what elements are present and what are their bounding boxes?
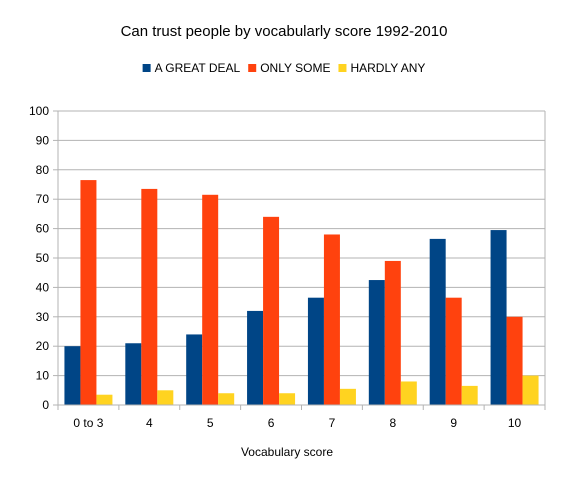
- legend-label: ONLY SOME: [260, 61, 330, 75]
- bar-only-some: [263, 216, 280, 405]
- bar-hardly-any: [96, 394, 113, 405]
- x-tick-label: 7: [329, 416, 336, 430]
- bar-only-some: [141, 188, 158, 405]
- y-tick-label: 70: [36, 192, 50, 206]
- bar-only-some: [323, 234, 340, 405]
- x-tick-label: 6: [268, 416, 275, 430]
- chart-title: Can trust people by vocabularly score 19…: [121, 23, 448, 40]
- bar-hardly-any: [339, 388, 356, 405]
- bar-only-some: [445, 297, 462, 405]
- bar-a-great-deal: [125, 343, 142, 405]
- legend-swatch: [248, 64, 257, 72]
- y-tick-label: 100: [29, 104, 49, 118]
- x-tick-label: 8: [389, 416, 396, 430]
- legend: A GREAT DEAL ONLY SOME HARDLY ANY: [142, 61, 425, 75]
- x-axis-ticks: 0 to 3 4 5 6 7 8 9 10: [57, 405, 546, 430]
- x-axis-label: Vocabulary score: [241, 445, 333, 459]
- legend-label: HARDLY ANY: [350, 61, 425, 75]
- legend-swatch: [338, 64, 347, 72]
- bar-hardly-any: [157, 390, 174, 405]
- y-tick-label: 40: [36, 280, 50, 294]
- y-tick-label: 20: [36, 339, 50, 353]
- y-tick-label: 80: [36, 163, 50, 177]
- bar-a-great-deal: [64, 346, 81, 405]
- bar-a-great-deal: [429, 238, 446, 405]
- y-tick-label: 30: [36, 310, 50, 324]
- bar-only-some: [202, 194, 219, 405]
- bar-hardly-any: [461, 385, 478, 405]
- bar-only-some: [384, 260, 401, 405]
- bar-hardly-any: [218, 393, 235, 405]
- bar-a-great-deal: [368, 280, 385, 405]
- bar-only-some: [80, 180, 97, 405]
- legend-item: ONLY SOME: [248, 61, 330, 75]
- legend-item: A GREAT DEAL: [142, 61, 241, 75]
- y-tick-label: 90: [36, 133, 50, 147]
- bar-a-great-deal: [490, 230, 507, 405]
- x-tick-label: 10: [508, 416, 522, 430]
- bars: [64, 180, 539, 405]
- x-tick-label: 4: [146, 416, 153, 430]
- bar-hardly-any: [279, 393, 296, 405]
- y-axis-ticks: 0 10 20 30 40 50 60 70 80 90 100: [29, 104, 58, 412]
- bar-a-great-deal: [186, 334, 203, 405]
- bar-hardly-any: [400, 381, 417, 405]
- bar-a-great-deal: [307, 297, 324, 405]
- bar-only-some: [506, 316, 523, 405]
- legend-item: HARDLY ANY: [338, 61, 425, 75]
- bar-hardly-any: [522, 375, 539, 405]
- x-tick-label: 5: [207, 416, 214, 430]
- y-tick-label: 50: [36, 251, 50, 265]
- bar-a-great-deal: [247, 310, 264, 405]
- x-tick-label: 0 to 3: [73, 416, 103, 430]
- y-tick-label: 60: [36, 222, 50, 236]
- legend-swatch: [142, 64, 151, 72]
- y-tick-label: 0: [42, 398, 49, 412]
- legend-label: A GREAT DEAL: [155, 61, 241, 75]
- x-tick-label: 9: [450, 416, 457, 430]
- y-tick-label: 10: [36, 369, 50, 383]
